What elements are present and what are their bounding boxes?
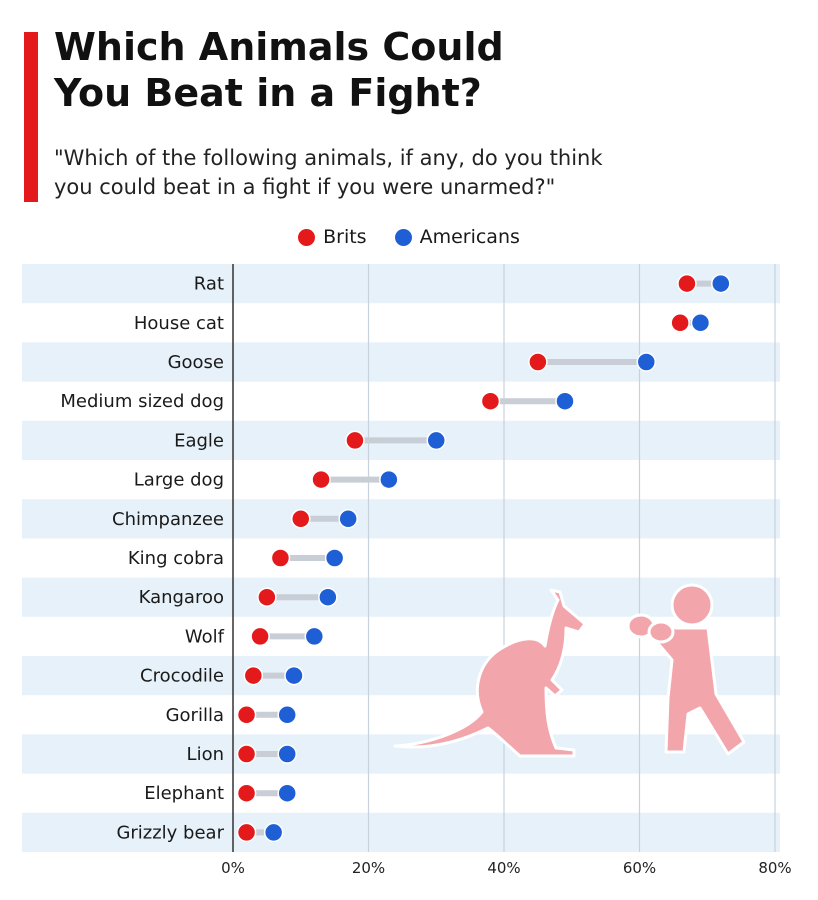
- legend-label-brits: Brits: [323, 226, 367, 248]
- americans-point: [324, 548, 345, 568]
- americans-point: [379, 469, 399, 490]
- title-line-2: You Beat in a Fight?: [54, 71, 482, 115]
- data-points: [236, 273, 731, 843]
- brits-point: [311, 469, 331, 490]
- category-label: Grizzly bear: [116, 822, 224, 843]
- x-tick-label: 80%: [758, 859, 791, 877]
- category-label: Eagle: [174, 430, 224, 451]
- brits-point: [250, 626, 270, 647]
- category-label: Lion: [187, 744, 224, 765]
- brits-point: [528, 352, 548, 372]
- brits-point: [236, 783, 257, 803]
- row-band: [22, 342, 780, 382]
- subtitle-line-1: "Which of the following animals, if any,…: [54, 146, 603, 170]
- category-label: King cobra: [128, 548, 224, 569]
- category-label: Elephant: [144, 783, 224, 804]
- brits-point: [236, 744, 257, 764]
- americans-point: [690, 313, 711, 333]
- americans-point: [338, 509, 358, 529]
- americans-point: [277, 744, 297, 764]
- americans-point: [277, 783, 297, 803]
- legend-dot-brits: [298, 228, 316, 246]
- americans-point: [318, 587, 338, 607]
- x-axis-tick-labels: 0% 20% 40% 60% 80%: [221, 859, 792, 877]
- illustrations: [393, 583, 746, 758]
- americans-point: [263, 822, 284, 843]
- brits-point: [291, 509, 311, 529]
- category-label: Chimpanzee: [112, 509, 224, 530]
- americans-point: [636, 352, 657, 372]
- boxer-icon: [626, 583, 746, 756]
- brits-point: [677, 273, 697, 294]
- legend-label-americans: Americans: [419, 226, 520, 248]
- brits-point: [345, 430, 365, 451]
- americans-point: [304, 626, 325, 647]
- category-label: Medium sized dog: [60, 391, 224, 412]
- category-label: Goose: [168, 352, 224, 373]
- chart-title: Which Animals Could You Beat in a Fight?: [54, 24, 794, 116]
- legend-item-brits: Brits: [298, 226, 367, 248]
- x-tick-label: 40%: [487, 859, 520, 877]
- category-label: Crocodile: [140, 666, 224, 687]
- category-label: Kangaroo: [139, 587, 224, 608]
- legend-item-americans: Americans: [394, 226, 520, 248]
- row-band: [22, 499, 780, 539]
- brits-point: [257, 587, 277, 607]
- subtitle-line-2: you could beat in a fight if you were un…: [54, 175, 556, 199]
- row-band: [22, 656, 780, 696]
- row-bands: [22, 264, 780, 852]
- legend-dot-americans: [394, 228, 412, 246]
- x-tick-label: 0%: [221, 859, 245, 877]
- americans-point: [711, 273, 731, 294]
- brits-point: [480, 391, 501, 411]
- row-band: [22, 577, 780, 617]
- title-line-1: Which Animals Could: [54, 25, 504, 69]
- category-label: Wolf: [185, 626, 225, 647]
- brits-point: [670, 313, 690, 333]
- category-label: Rat: [194, 274, 224, 295]
- row-band: [22, 734, 780, 774]
- americans-point: [555, 391, 575, 411]
- category-labels: Rat House cat Goose Medium sized dog Eagle La…: [60, 274, 224, 844]
- row-band: [22, 812, 780, 852]
- americans-point: [277, 705, 297, 725]
- brits-point: [236, 705, 257, 725]
- x-tick-label: 60%: [623, 859, 656, 877]
- category-label: Large dog: [134, 470, 224, 491]
- brits-point: [243, 665, 264, 686]
- chart-legend: Brits Americans: [0, 222, 818, 252]
- brits-point: [270, 548, 291, 568]
- x-tick-label: 20%: [352, 859, 385, 877]
- category-label: House cat: [134, 313, 224, 334]
- category-label: Gorilla: [166, 705, 224, 726]
- brits-point: [236, 822, 257, 843]
- row-band: [22, 264, 780, 304]
- kangaroo-icon: [393, 588, 587, 758]
- title-accent-bar: [24, 32, 38, 202]
- americans-point: [284, 665, 304, 686]
- chart-subtitle: "Which of the following animals, if any,…: [54, 144, 794, 202]
- americans-point: [426, 430, 446, 451]
